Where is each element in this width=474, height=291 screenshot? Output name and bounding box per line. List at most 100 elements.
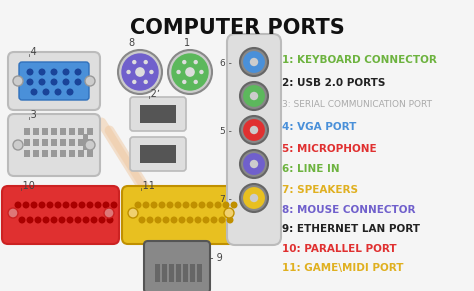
Circle shape	[151, 201, 157, 208]
Circle shape	[63, 68, 70, 75]
Text: 8: MOUSE CONNECTOR: 8: MOUSE CONNECTOR	[282, 205, 416, 215]
Bar	[60, 139, 66, 146]
Bar	[183, 264, 188, 282]
Circle shape	[22, 201, 29, 208]
FancyBboxPatch shape	[19, 62, 89, 100]
Bar	[162, 264, 167, 282]
Bar	[51, 139, 57, 146]
Circle shape	[227, 217, 234, 223]
Circle shape	[166, 201, 173, 208]
FancyBboxPatch shape	[122, 186, 239, 244]
Bar	[42, 128, 48, 135]
Circle shape	[127, 70, 131, 74]
Circle shape	[102, 201, 109, 208]
Bar	[87, 139, 93, 146]
Circle shape	[74, 79, 82, 86]
Bar	[60, 150, 66, 157]
Circle shape	[51, 68, 57, 75]
Circle shape	[176, 70, 181, 74]
Text: 1: KEYBOARD CONNECTOR: 1: KEYBOARD CONNECTOR	[282, 55, 437, 65]
Bar	[51, 128, 57, 135]
Circle shape	[185, 67, 195, 77]
Circle shape	[144, 80, 148, 84]
FancyBboxPatch shape	[144, 241, 210, 291]
Bar	[190, 264, 195, 282]
Bar	[24, 128, 30, 135]
Bar	[78, 150, 84, 157]
Circle shape	[243, 85, 265, 107]
FancyBboxPatch shape	[2, 186, 119, 244]
Circle shape	[146, 217, 154, 223]
Circle shape	[43, 217, 49, 223]
Text: ˌ11: ˌ11	[140, 181, 155, 191]
Bar	[69, 139, 75, 146]
Circle shape	[138, 217, 146, 223]
Circle shape	[193, 80, 198, 84]
Bar	[42, 150, 48, 157]
Text: ˌ4: ˌ4	[28, 47, 37, 57]
Circle shape	[63, 79, 70, 86]
Circle shape	[55, 201, 62, 208]
Circle shape	[107, 217, 113, 223]
Text: 11: GAME\MIDI PORT: 11: GAME\MIDI PORT	[282, 263, 403, 273]
Circle shape	[71, 201, 78, 208]
Circle shape	[8, 208, 18, 218]
FancyBboxPatch shape	[130, 137, 186, 171]
Circle shape	[38, 79, 46, 86]
Bar	[140, 105, 176, 123]
Circle shape	[199, 70, 204, 74]
Circle shape	[199, 201, 206, 208]
Circle shape	[30, 201, 37, 208]
Circle shape	[144, 60, 148, 64]
Circle shape	[250, 126, 258, 134]
Circle shape	[182, 201, 190, 208]
Text: 7: SPEAKERS: 7: SPEAKERS	[282, 185, 358, 195]
Circle shape	[86, 201, 93, 208]
Circle shape	[240, 82, 268, 110]
Text: ˌ2ʼ: ˌ2ʼ	[148, 89, 160, 99]
Circle shape	[191, 201, 198, 208]
Text: 3: SERIAL COMMUNICATION PORT: 3: SERIAL COMMUNICATION PORT	[282, 100, 432, 109]
Circle shape	[243, 51, 265, 73]
Circle shape	[149, 70, 154, 74]
Circle shape	[250, 92, 258, 100]
Text: ˌ3: ˌ3	[28, 110, 37, 120]
Bar	[33, 128, 39, 135]
Bar	[24, 150, 30, 157]
Text: 6 -: 6 -	[220, 59, 232, 68]
Circle shape	[110, 201, 118, 208]
Text: 7 -: 7 -	[220, 195, 232, 204]
Circle shape	[58, 217, 65, 223]
Bar	[197, 264, 202, 282]
Circle shape	[27, 217, 34, 223]
FancyBboxPatch shape	[227, 34, 281, 245]
Text: 5 -: 5 -	[220, 127, 232, 136]
Text: 9: ETHERNET LAN PORT: 9: ETHERNET LAN PORT	[282, 224, 420, 234]
Text: ˌ10: ˌ10	[20, 181, 35, 191]
Circle shape	[51, 217, 57, 223]
Circle shape	[18, 217, 26, 223]
Circle shape	[38, 68, 46, 75]
FancyBboxPatch shape	[8, 114, 100, 176]
Circle shape	[55, 88, 62, 95]
Text: 8: 8	[128, 38, 134, 48]
Circle shape	[194, 217, 201, 223]
Circle shape	[174, 201, 182, 208]
Circle shape	[128, 208, 138, 218]
Circle shape	[240, 48, 268, 76]
Bar	[87, 150, 93, 157]
FancyBboxPatch shape	[130, 97, 186, 131]
Bar	[69, 128, 75, 135]
Circle shape	[79, 201, 85, 208]
Circle shape	[182, 60, 186, 64]
Circle shape	[132, 60, 137, 64]
Circle shape	[51, 79, 57, 86]
Circle shape	[193, 60, 198, 64]
Bar	[78, 128, 84, 135]
Circle shape	[240, 184, 268, 212]
Circle shape	[250, 160, 258, 168]
Circle shape	[66, 217, 73, 223]
Bar	[155, 264, 160, 282]
Text: - 9: - 9	[210, 253, 223, 263]
Circle shape	[202, 217, 210, 223]
